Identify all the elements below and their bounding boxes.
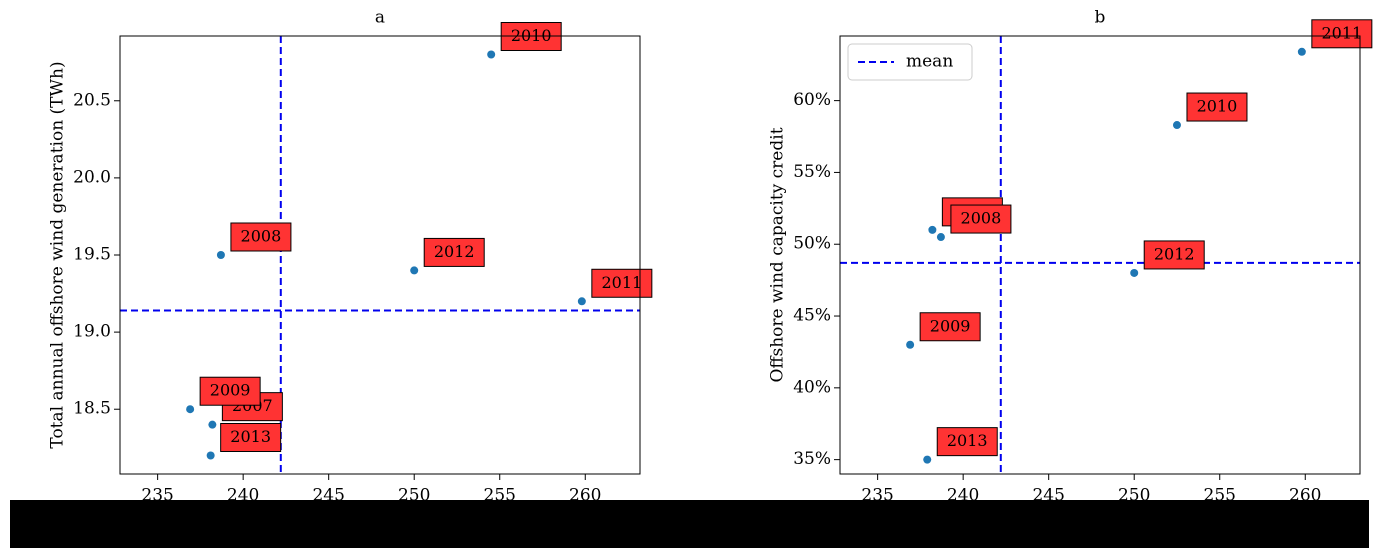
y-axis-label: Offshore wind capacity credit (768, 127, 788, 382)
axes-frame (119, 35, 641, 475)
point (216, 251, 225, 259)
point-label-box (950, 204, 1012, 234)
point (1172, 121, 1181, 130)
point-label-box (1143, 240, 1205, 270)
point (208, 420, 217, 429)
point-label: 2013 (947, 431, 988, 450)
point-label: 2008 (961, 209, 1002, 228)
point (923, 455, 932, 464)
point-label: 2013 (230, 427, 271, 446)
point-label: 2009 (210, 381, 251, 400)
legend-box (847, 43, 973, 81)
y-tick-label: 55% (793, 162, 831, 182)
point-label-box (1186, 92, 1248, 122)
point-label: 2012 (434, 242, 475, 261)
point-label-box (591, 268, 653, 298)
point (410, 266, 419, 275)
point-label: 2010 (1197, 97, 1238, 116)
y-tick-label: 20.0 (73, 167, 111, 187)
y-tick-label: 18.5 (73, 399, 111, 419)
panel-title: b (1095, 8, 1106, 28)
axes-frame (839, 35, 1361, 475)
y-tick-label: 35% (793, 449, 831, 469)
point (906, 340, 915, 349)
legend-label: mean (906, 52, 953, 72)
point-label-box (919, 312, 981, 342)
point-label: 2008 (241, 227, 282, 246)
point-label-box (500, 22, 562, 52)
y-tick-label: 50% (793, 234, 831, 254)
panel-title: a (375, 8, 385, 28)
y-tick-label: 19.5 (73, 245, 111, 265)
point (928, 225, 937, 234)
screen-glitch-band (10, 500, 1369, 548)
y-axis-label: Total annual offshore wind generation (T… (48, 61, 68, 448)
y-tick-label: 60% (793, 90, 831, 110)
point (577, 297, 586, 306)
point-label: 2011 (1321, 23, 1362, 42)
point (487, 50, 496, 59)
point-label-box (230, 222, 292, 252)
y-tick-label: 40% (793, 377, 831, 397)
point-label: 2011 (601, 273, 642, 292)
point (186, 405, 195, 414)
point-label-box (199, 376, 261, 406)
point (1130, 268, 1139, 277)
point-label-box (1311, 19, 1373, 49)
point (936, 233, 945, 242)
point-label-box (220, 422, 282, 452)
point-label-box (423, 237, 485, 267)
point-label: 2009 (930, 316, 971, 335)
point (206, 451, 215, 460)
point (1297, 47, 1306, 56)
y-tick-label: 45% (793, 306, 831, 326)
y-tick-label: 19.0 (73, 322, 111, 342)
point-label: 2012 (1154, 244, 1195, 263)
y-tick-label: 20.5 (73, 90, 111, 110)
point-label-box (936, 427, 998, 457)
